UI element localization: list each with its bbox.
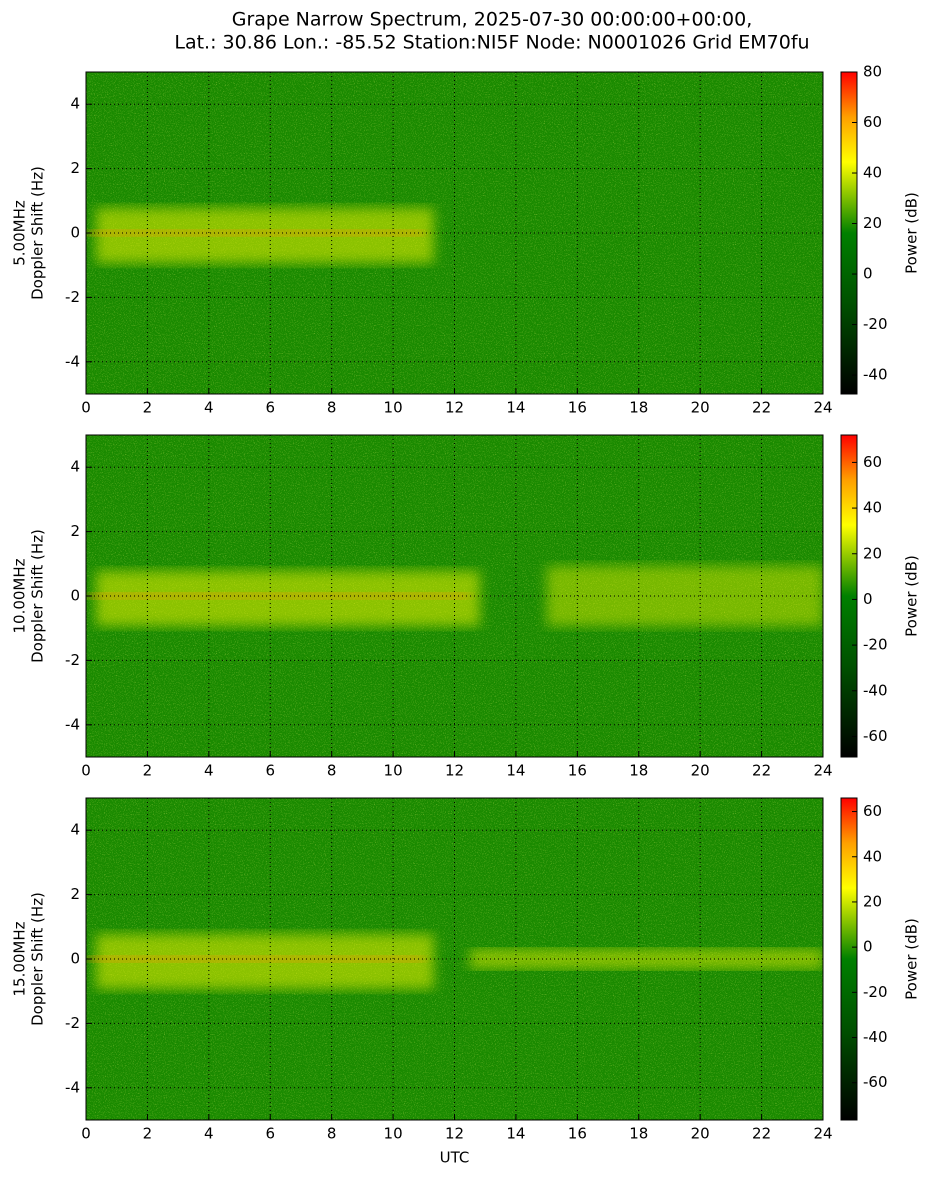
x-tick-label: 22: [752, 762, 771, 780]
y-tick-label: 4: [70, 821, 80, 839]
x-tick-label: 16: [568, 399, 587, 417]
colorbar-tick-label: 40: [863, 164, 882, 182]
x-tick-label: 4: [204, 399, 214, 417]
x-tick-label: 20: [691, 399, 710, 417]
y-tick-label: -2: [65, 1014, 80, 1032]
colorbar-tick-label: 40: [863, 499, 882, 517]
colorbar: [840, 434, 858, 758]
colorbar-tick-label: -40: [863, 1028, 888, 1046]
x-tick-label: 14: [506, 1125, 525, 1143]
y-tick-label: 0: [70, 224, 80, 242]
x-tick-label: 10: [384, 399, 403, 417]
y-tick-label: -4: [65, 352, 80, 370]
title-line: Grape Narrow Spectrum, 2025-07-30 00:00:…: [232, 9, 753, 31]
y-tick-label: 0: [70, 950, 80, 968]
colorbar-tick-label: -40: [863, 366, 888, 384]
x-tick-label: 2: [143, 1125, 153, 1143]
x-tick-label: 22: [752, 399, 771, 417]
x-tick-label: 0: [81, 1125, 91, 1143]
x-tick-label: 18: [629, 1125, 648, 1143]
colorbar-tick-label: 0: [863, 938, 873, 956]
x-tick-label: 14: [506, 762, 525, 780]
colorbar-tick-label: -20: [863, 315, 888, 333]
signal-core: [86, 593, 470, 599]
x-tick-label: 4: [204, 762, 214, 780]
x-tick-label: 10: [384, 762, 403, 780]
colorbar-label: Power (dB): [903, 555, 921, 637]
colorbar-label: Power (dB): [903, 918, 921, 1000]
x-tick-label: 20: [691, 762, 710, 780]
x-tick-label: 6: [265, 1125, 275, 1143]
y-axis-label: Doppler Shift (Hz): [29, 166, 47, 300]
colorbar-tick-label: 60: [863, 113, 882, 131]
y-tick-label: -4: [65, 1078, 80, 1096]
y-tick-label: 4: [70, 458, 80, 476]
colorbar-tick-label: 20: [863, 544, 882, 562]
y-axis-label: 10.00MHz: [11, 558, 29, 633]
x-tick-label: 8: [327, 762, 337, 780]
x-tick-label: 8: [327, 1125, 337, 1143]
colorbar-tick-label: 0: [863, 265, 873, 283]
x-tick-label: 18: [629, 762, 648, 780]
y-tick-label: -4: [65, 715, 80, 733]
y-axis-label: Doppler Shift (Hz): [29, 529, 47, 663]
x-tick-label: 0: [81, 399, 91, 417]
signal-glow: [546, 566, 823, 626]
x-tick-label: 2: [143, 399, 153, 417]
y-axis-label: 5.00MHz: [11, 200, 29, 266]
colorbar-tick-label: 0: [863, 590, 873, 608]
colorbar-tick-label: 60: [863, 802, 882, 820]
y-tick-label: -2: [65, 288, 80, 306]
y-tick-label: 2: [70, 522, 80, 540]
colorbar: [840, 797, 858, 1121]
x-tick-label: 22: [752, 1125, 771, 1143]
colorbar: [840, 71, 858, 395]
x-tick-label: 24: [813, 399, 832, 417]
x-tick-label: 4: [204, 1125, 214, 1143]
colorbar-tick-label: -20: [863, 983, 888, 1001]
colorbar-tick-label: 20: [863, 892, 882, 910]
x-tick-label: 8: [327, 399, 337, 417]
x-tick-label: 12: [445, 399, 464, 417]
x-tick-label: 16: [568, 1125, 587, 1143]
x-tick-label: 10: [384, 1125, 403, 1143]
x-tick-label: 24: [813, 762, 832, 780]
x-tick-label: 0: [81, 762, 91, 780]
x-tick-label: 2: [143, 762, 153, 780]
y-tick-label: 0: [70, 587, 80, 605]
y-tick-label: 4: [70, 95, 80, 113]
x-tick-label: 12: [445, 1125, 464, 1143]
colorbar-tick-label: -40: [863, 681, 888, 699]
title-line: Lat.: 30.86 Lon.: -85.52 Station:NI5F No…: [174, 32, 809, 54]
x-tick-label: 18: [629, 399, 648, 417]
x-tick-label: 20: [691, 1125, 710, 1143]
colorbar-tick-label: -20: [863, 636, 888, 654]
colorbar-tick-label: 40: [863, 847, 882, 865]
x-tick-label: 6: [265, 762, 275, 780]
colorbar-tick-label: 60: [863, 453, 882, 471]
colorbar-label: Power (dB): [903, 192, 921, 274]
x-tick-label: 12: [445, 762, 464, 780]
colorbar-tick-label: -60: [863, 727, 888, 745]
x-tick-label: 6: [265, 399, 275, 417]
y-axis-label: Doppler Shift (Hz): [29, 892, 47, 1026]
y-tick-label: -2: [65, 651, 80, 669]
x-tick-label: 14: [506, 399, 525, 417]
x-axis-label: UTC: [440, 1149, 470, 1167]
y-axis-label: 15.00MHz: [11, 921, 29, 996]
y-tick-label: 2: [70, 885, 80, 903]
colorbar-tick-label: -60: [863, 1073, 888, 1091]
y-tick-label: 2: [70, 159, 80, 177]
colorbar-tick-label: 80: [863, 63, 882, 81]
x-tick-label: 24: [813, 1125, 832, 1143]
x-tick-label: 16: [568, 762, 587, 780]
colorbar-tick-label: 20: [863, 214, 882, 232]
